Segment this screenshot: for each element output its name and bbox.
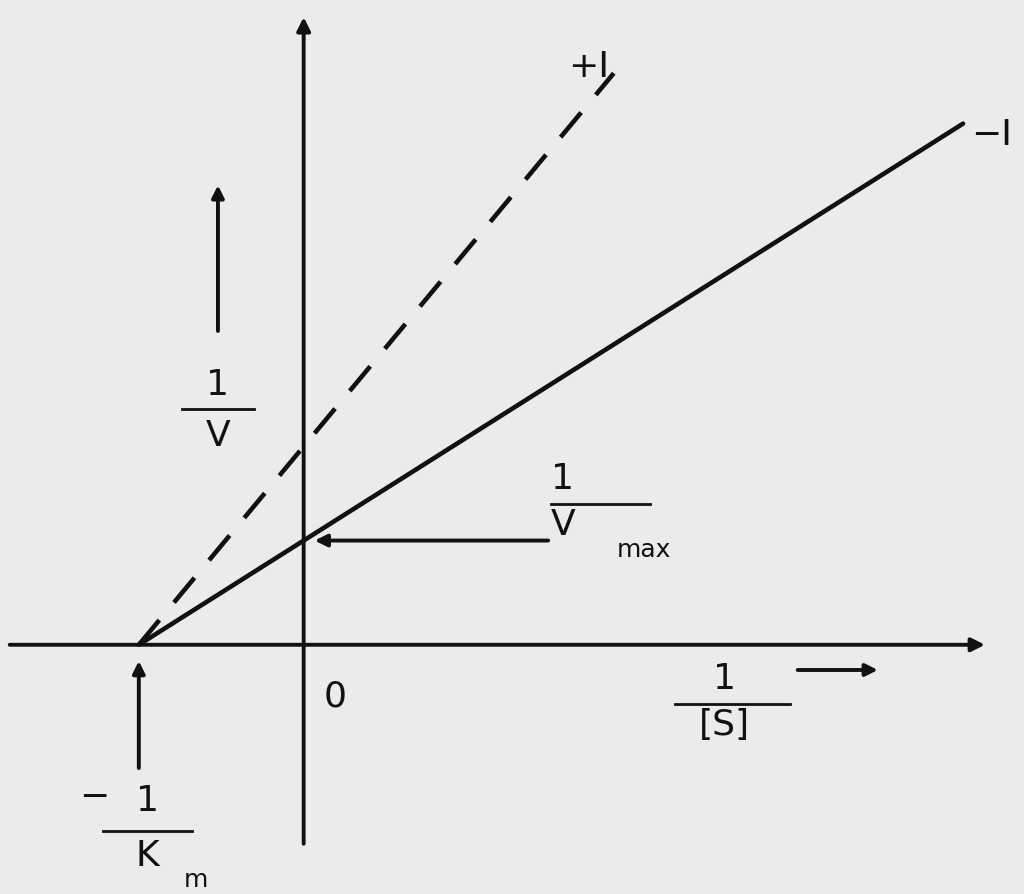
Text: 1: 1 [135,783,159,817]
Text: 1: 1 [713,662,735,696]
Text: 1: 1 [551,461,573,495]
Text: 1: 1 [207,367,229,401]
Text: K: K [135,839,159,873]
Text: −I: −I [972,118,1012,152]
Text: max: max [616,537,672,561]
Text: m: m [183,866,208,890]
Text: +I: +I [568,50,609,84]
Text: [S]: [S] [698,707,750,741]
Text: −: − [79,780,110,814]
Text: 0: 0 [324,679,346,713]
Text: V: V [551,508,575,542]
Text: V: V [206,418,230,452]
